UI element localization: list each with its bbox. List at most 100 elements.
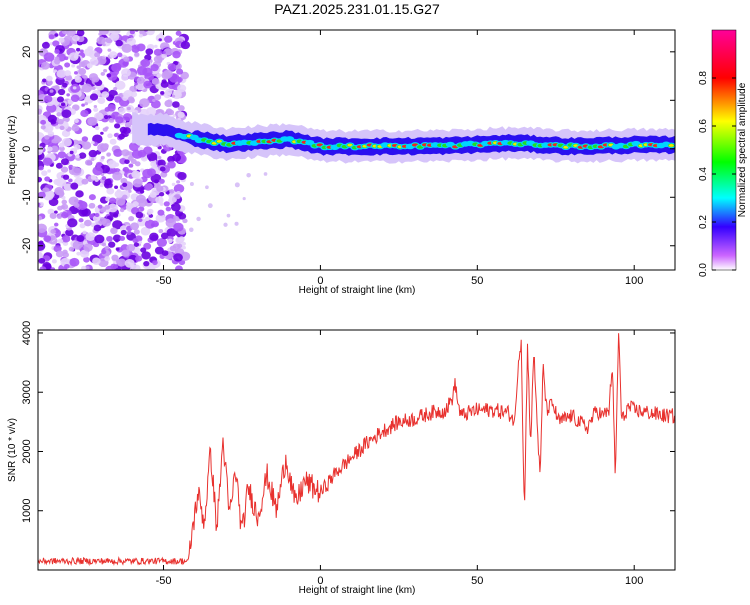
noise-point (44, 176, 51, 182)
noise-point (86, 63, 93, 69)
noise-point (55, 162, 63, 169)
noise-point (41, 41, 50, 49)
spectrogram-y-label: Frequency (Hz) (7, 116, 18, 185)
noise-point (121, 249, 130, 257)
noise-point (41, 78, 47, 83)
noise-point (157, 156, 162, 160)
noise-point (137, 149, 147, 158)
noise-point (119, 236, 126, 241)
noise-point (143, 242, 152, 250)
noise-point (104, 178, 112, 186)
noise-point (108, 241, 116, 248)
noise-point (173, 184, 185, 194)
noise-point (43, 52, 55, 62)
noise-point (154, 222, 159, 227)
noise-point (101, 218, 112, 227)
noise-point (115, 39, 123, 47)
noise-point (149, 232, 159, 241)
noise-point (114, 80, 126, 90)
noise-point (38, 241, 46, 251)
noise-point (111, 254, 119, 261)
noise-point (78, 152, 87, 159)
noise-point (157, 159, 166, 167)
noise-point (92, 166, 103, 176)
noise-point (156, 73, 162, 78)
noise-point (50, 267, 56, 270)
noise-point (80, 109, 89, 118)
x-tick-label: 50 (471, 275, 483, 287)
noise-point (140, 247, 147, 253)
noise-point (178, 236, 185, 242)
noise-point (181, 245, 186, 250)
noise-point (131, 264, 141, 270)
spectrogram-x-ticks: -50 0 50 100 (156, 30, 643, 287)
noise-point (66, 93, 70, 97)
noise-point (130, 222, 140, 231)
noise-point (72, 86, 77, 90)
noise-point (74, 76, 82, 83)
y-tick-label: -10 (21, 189, 33, 205)
snr-line (38, 333, 675, 567)
noise-point (135, 173, 139, 177)
noise-point (196, 216, 201, 222)
noise-point (163, 48, 173, 56)
noise-point (161, 250, 169, 256)
y-tick-label: -20 (21, 238, 33, 254)
noise-point (115, 116, 124, 124)
noise-point (107, 160, 117, 169)
noise-point (140, 58, 151, 68)
noise-point (107, 104, 116, 112)
noise-point (177, 111, 185, 119)
noise-point (128, 163, 134, 168)
noise-point (164, 35, 173, 43)
noise-point (120, 229, 127, 236)
noise-point (171, 182, 176, 187)
noise-point (63, 183, 73, 191)
noise-point (154, 246, 164, 255)
noise-point (39, 266, 47, 270)
noise-point (56, 214, 62, 220)
noise-point (97, 143, 108, 153)
noise-point (130, 158, 137, 165)
noise-point (234, 221, 239, 226)
noise-point (176, 68, 184, 75)
noise-point (89, 57, 99, 66)
noise-point (82, 230, 87, 235)
noise-point (68, 178, 73, 183)
noise-point (57, 238, 64, 244)
noise-point (177, 105, 185, 112)
noise-point (54, 49, 60, 54)
noise-point (93, 107, 99, 112)
noise-point (89, 93, 99, 101)
noise-point (57, 190, 64, 196)
noise-point (51, 259, 57, 264)
noise-point (106, 235, 113, 242)
noise-point (114, 96, 122, 103)
noise-point (84, 159, 93, 166)
noise-point (94, 178, 99, 182)
noise-point (118, 133, 125, 140)
band-blob (316, 143, 323, 147)
noise-point (103, 68, 108, 73)
noise-point (122, 113, 133, 122)
snr-x-ticks: -50 0 50 100 (156, 330, 643, 587)
noise-point (189, 181, 194, 186)
noise-point (155, 34, 165, 42)
noise-point (119, 208, 125, 213)
noise-point (94, 52, 101, 58)
spectrogram-y-ticks: -20 -10 0 10 20 (21, 46, 675, 254)
noise-point (180, 41, 191, 50)
noise-point (119, 225, 128, 232)
noise-point (62, 82, 68, 88)
noise-point (59, 146, 65, 152)
noise-point (67, 218, 78, 228)
noise-point (152, 99, 156, 103)
noise-point (154, 94, 162, 101)
noise-point (165, 206, 172, 212)
noise-point (76, 200, 88, 210)
noise-point (79, 81, 85, 86)
noise-point (124, 159, 130, 165)
noise-point (43, 235, 52, 242)
noise-point (70, 94, 80, 103)
